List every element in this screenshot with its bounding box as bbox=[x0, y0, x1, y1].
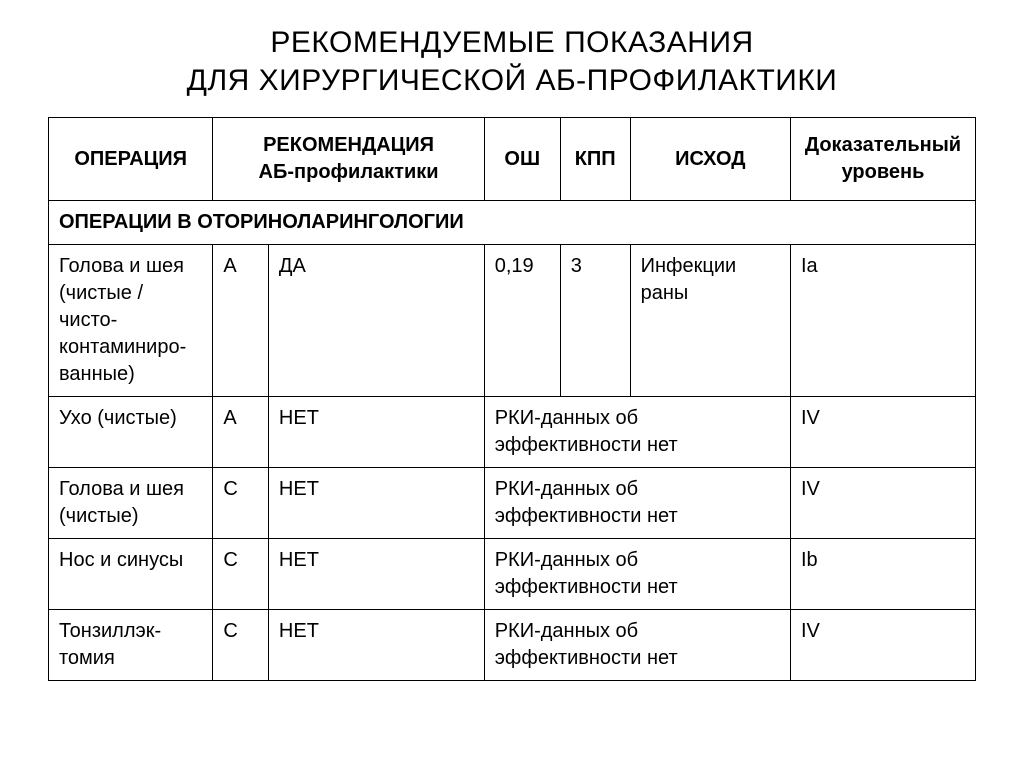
cell-rec-grade: А bbox=[213, 397, 268, 468]
cell-evidence: Ia bbox=[790, 245, 975, 397]
title-line-1: РЕКОМЕНДУЕМЫЕ ПОКАЗАНИЯ bbox=[270, 26, 753, 59]
section-row: ОПЕРАЦИИ В ОТОРИНОЛАРИНГОЛОГИИ bbox=[49, 201, 976, 245]
table-row: Тонзиллэк-томия С НЕТ РКИ-данных об эффе… bbox=[49, 610, 976, 681]
cell-evidence: IV bbox=[790, 397, 975, 468]
table-row: Голова и шея (чистые) С НЕТ РКИ-данных о… bbox=[49, 468, 976, 539]
cell-rec-text: НЕТ bbox=[268, 610, 484, 681]
col-header-recommendation: РЕКОМЕНДАЦИЯ АБ-профилактики bbox=[213, 118, 484, 201]
cell-outcome: Инфекции раны bbox=[630, 245, 790, 397]
cell-operation: Нос и синусы bbox=[49, 539, 213, 610]
header-row: ОПЕРАЦИЯ РЕКОМЕНДАЦИЯ АБ-профилактики ОШ… bbox=[49, 118, 976, 201]
col-header-outcome: ИСХОД bbox=[630, 118, 790, 201]
cell-operation: Голова и шея (чистые / чисто-контаминиро… bbox=[49, 245, 213, 397]
cell-rec-text: НЕТ bbox=[268, 468, 484, 539]
cell-mid-merged: РКИ-данных об эффективности нет bbox=[484, 468, 790, 539]
slide-page: РЕКОМЕНДУЕМЫЕ ПОКАЗАНИЯ ДЛЯ ХИРУРГИЧЕСКО… bbox=[0, 0, 1024, 768]
col-header-operation: ОПЕРАЦИЯ bbox=[49, 118, 213, 201]
table-row: Голова и шея (чистые / чисто-контаминиро… bbox=[49, 245, 976, 397]
cell-evidence: IV bbox=[790, 610, 975, 681]
cell-rec-grade: С bbox=[213, 468, 268, 539]
title-line-2: ДЛЯ ХИРУРГИЧЕСКОЙ АБ-ПРОФИЛАКТИКИ bbox=[187, 64, 838, 97]
cell-osh: 0,19 bbox=[484, 245, 560, 397]
col-header-kpp: КПП bbox=[560, 118, 630, 201]
cell-operation: Ухо (чистые) bbox=[49, 397, 213, 468]
cell-rec-grade: С bbox=[213, 610, 268, 681]
col-header-evidence: Доказательный уровень bbox=[790, 118, 975, 201]
table-row: Нос и синусы С НЕТ РКИ-данных об эффекти… bbox=[49, 539, 976, 610]
cell-evidence: Ib bbox=[790, 539, 975, 610]
cell-rec-text: НЕТ bbox=[268, 539, 484, 610]
section-label: ОПЕРАЦИИ В ОТОРИНОЛАРИНГОЛОГИИ bbox=[49, 201, 976, 245]
cell-kpp: 3 bbox=[560, 245, 630, 397]
cell-operation: Голова и шея (чистые) bbox=[49, 468, 213, 539]
col-header-recommendation-sub: АБ-профилактики bbox=[223, 159, 473, 186]
cell-evidence: IV bbox=[790, 468, 975, 539]
cell-rec-grade: А bbox=[213, 245, 268, 397]
cell-mid-merged: РКИ-данных об эффективности нет bbox=[484, 539, 790, 610]
col-header-recommendation-top: РЕКОМЕНДАЦИЯ bbox=[223, 132, 473, 159]
cell-mid-merged: РКИ-данных об эффективности нет bbox=[484, 610, 790, 681]
indications-table: ОПЕРАЦИЯ РЕКОМЕНДАЦИЯ АБ-профилактики ОШ… bbox=[48, 117, 976, 681]
table-row: Ухо (чистые) А НЕТ РКИ-данных об эффекти… bbox=[49, 397, 976, 468]
cell-rec-text: НЕТ bbox=[268, 397, 484, 468]
cell-mid-merged: РКИ-данных об эффективности нет bbox=[484, 397, 790, 468]
col-header-osh: ОШ bbox=[484, 118, 560, 201]
cell-operation: Тонзиллэк-томия bbox=[49, 610, 213, 681]
page-title: РЕКОМЕНДУЕМЫЕ ПОКАЗАНИЯ ДЛЯ ХИРУРГИЧЕСКО… bbox=[48, 24, 976, 99]
cell-rec-grade: С bbox=[213, 539, 268, 610]
cell-rec-text: ДА bbox=[268, 245, 484, 397]
